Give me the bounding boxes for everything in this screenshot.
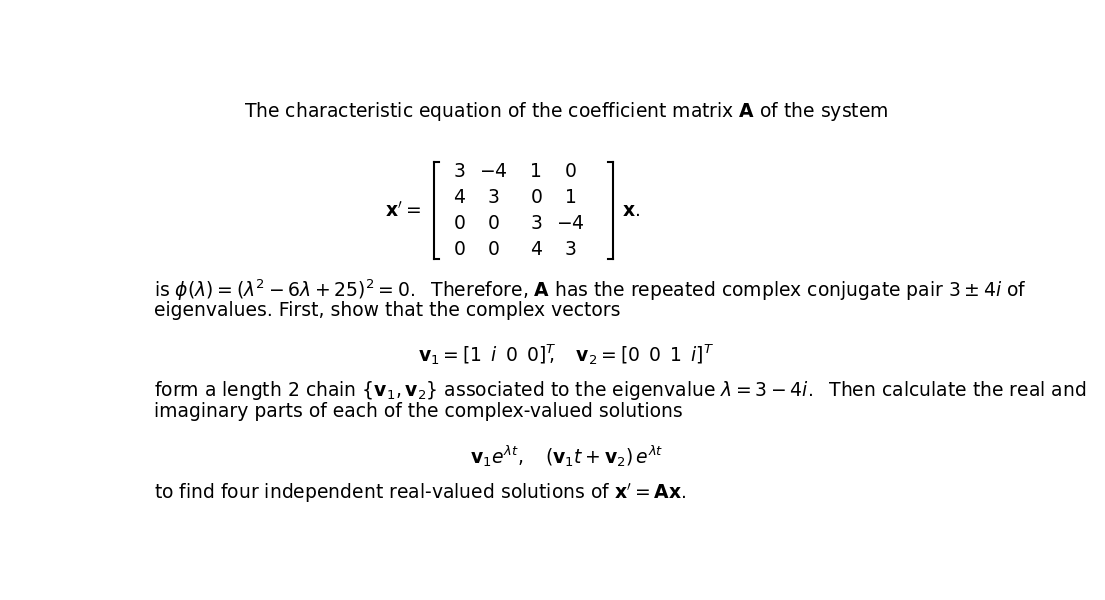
Text: 4: 4 [453, 188, 465, 207]
Text: $-4$: $-4$ [480, 162, 508, 181]
Text: The characteristic equation of the coefficient matrix $\mathbf{A}$ of the system: The characteristic equation of the coeff… [244, 100, 888, 123]
Text: 0: 0 [487, 214, 499, 233]
Text: 1: 1 [565, 188, 577, 207]
Text: $\mathbf{v}_1 e^{\lambda t}, \quad (\mathbf{v}_1 t + \mathbf{v}_2)\, e^{\lambda : $\mathbf{v}_1 e^{\lambda t}, \quad (\mat… [470, 444, 663, 469]
Text: $\mathbf{x}.$: $\mathbf{x}.$ [622, 201, 640, 220]
Text: 0: 0 [530, 188, 543, 207]
Text: 3: 3 [487, 188, 499, 207]
Text: $-4$: $-4$ [556, 214, 585, 233]
Text: $\mathbf{x}' =$: $\mathbf{x}' =$ [385, 200, 421, 221]
Text: 4: 4 [530, 241, 543, 259]
Text: eigenvalues. First, show that the complex vectors: eigenvalues. First, show that the comple… [154, 301, 620, 320]
Text: 0: 0 [565, 162, 577, 181]
Text: imaginary parts of each of the complex-valued solutions: imaginary parts of each of the complex-v… [154, 403, 682, 421]
Text: is $\phi(\lambda) = (\lambda^2 - 6\lambda + 25)^2 = 0.$  Therefore, $\mathbf{A}$: is $\phi(\lambda) = (\lambda^2 - 6\lambd… [154, 278, 1027, 303]
Text: 0: 0 [453, 214, 465, 233]
Text: form a length 2 chain $\{\mathbf{v}_1, \mathbf{v}_2\}$ associated to the eigenva: form a length 2 chain $\{\mathbf{v}_1, \… [154, 379, 1086, 402]
Text: 3: 3 [530, 214, 543, 233]
Text: 1: 1 [530, 162, 543, 181]
Text: 3: 3 [565, 241, 577, 259]
Text: 0: 0 [487, 241, 499, 259]
Text: to find four independent real-valued solutions of $\mathbf{x}' = \mathbf{A}\math: to find four independent real-valued sol… [154, 481, 686, 505]
Text: $\mathbf{v}_1 = \left[1 \enspace i \enspace 0 \enspace 0\right]^T\!\!, \quad \ma: $\mathbf{v}_1 = \left[1 \enspace i \ensp… [418, 342, 715, 367]
Text: 0: 0 [453, 241, 465, 259]
Text: 3: 3 [453, 162, 465, 181]
